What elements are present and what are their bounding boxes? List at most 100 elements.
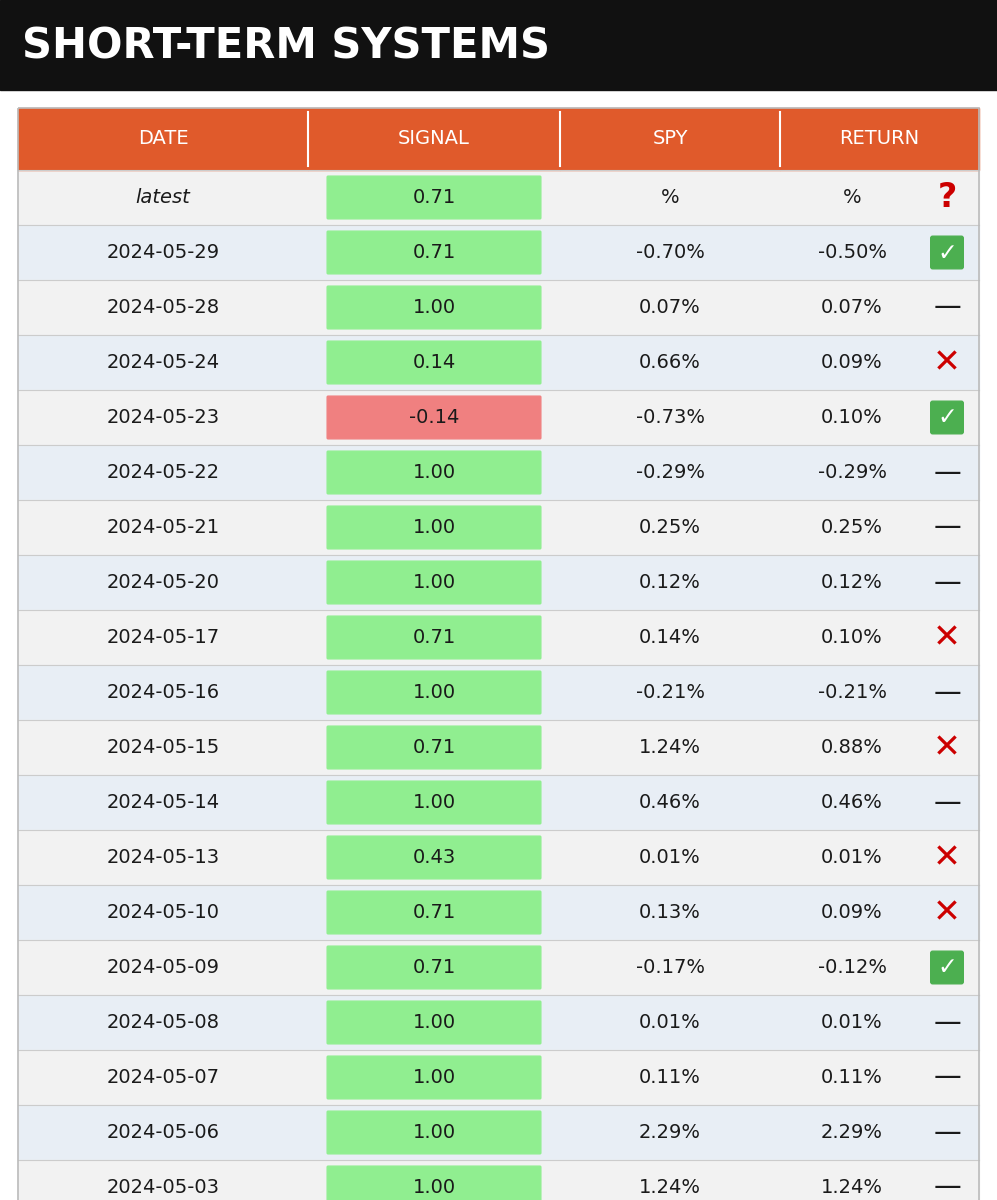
Text: 0.10%: 0.10% [822, 408, 883, 427]
Bar [18, 390, 979, 445]
Text: ✕: ✕ [933, 731, 961, 764]
Text: -0.70%: -0.70% [635, 242, 705, 262]
Bar [18, 335, 979, 390]
Text: DATE: DATE [138, 130, 188, 149]
Text: %: % [842, 188, 861, 206]
Text: 1.00: 1.00 [413, 298, 456, 317]
Text: 0.14: 0.14 [413, 353, 456, 372]
FancyBboxPatch shape [327, 341, 540, 384]
Text: 0.01%: 0.01% [639, 1013, 701, 1032]
Text: 0.14%: 0.14% [639, 628, 701, 647]
Bar [0, 0, 997, 90]
Text: ✕: ✕ [933, 346, 961, 379]
Text: ✓: ✓ [937, 955, 957, 979]
FancyBboxPatch shape [931, 401, 963, 433]
Text: 2024-05-20: 2024-05-20 [107, 572, 219, 592]
Text: —: — [933, 569, 961, 596]
Text: -0.21%: -0.21% [635, 683, 705, 702]
Text: RETURN: RETURN [839, 130, 919, 149]
Text: —: — [933, 514, 961, 541]
Bar [18, 720, 979, 775]
Text: %: % [661, 188, 679, 206]
Text: 2.29%: 2.29% [821, 1123, 883, 1142]
Text: 0.07%: 0.07% [822, 298, 883, 317]
Text: 2024-05-08: 2024-05-08 [107, 1013, 219, 1032]
Text: -0.50%: -0.50% [818, 242, 886, 262]
Text: 0.09%: 0.09% [822, 902, 883, 922]
FancyBboxPatch shape [327, 946, 540, 989]
Text: 2024-05-09: 2024-05-09 [107, 958, 219, 977]
Text: 1.00: 1.00 [413, 463, 456, 482]
Text: ✕: ✕ [933, 896, 961, 929]
Bar [780, 108, 979, 170]
Bar [18, 940, 979, 995]
Text: 0.71: 0.71 [413, 628, 456, 647]
Text: 1.00: 1.00 [413, 518, 456, 538]
Text: 0.71: 0.71 [413, 188, 456, 206]
Text: 2024-05-03: 2024-05-03 [107, 1178, 219, 1198]
Bar [18, 445, 979, 500]
FancyBboxPatch shape [327, 451, 540, 494]
Text: 1.00: 1.00 [413, 1068, 456, 1087]
Bar [18, 610, 979, 665]
FancyBboxPatch shape [327, 176, 540, 218]
Text: —: — [933, 1063, 961, 1092]
Text: 0.01%: 0.01% [822, 1013, 883, 1032]
Text: 2024-05-21: 2024-05-21 [107, 518, 219, 538]
Text: 2024-05-07: 2024-05-07 [107, 1068, 219, 1087]
Text: 0.46%: 0.46% [822, 793, 883, 812]
Text: 2024-05-28: 2024-05-28 [107, 298, 219, 317]
Text: -0.14: -0.14 [409, 408, 460, 427]
Text: 0.07%: 0.07% [639, 298, 701, 317]
Text: —: — [933, 678, 961, 707]
FancyBboxPatch shape [327, 396, 540, 439]
Text: 1.24%: 1.24% [639, 738, 701, 757]
Text: 2024-05-10: 2024-05-10 [107, 902, 219, 922]
Bar [18, 1160, 979, 1200]
Text: 0.09%: 0.09% [822, 353, 883, 372]
FancyBboxPatch shape [327, 616, 540, 659]
Text: —: — [933, 294, 961, 322]
Bar [18, 886, 979, 940]
Text: 2024-05-15: 2024-05-15 [107, 738, 219, 757]
Text: 2.29%: 2.29% [639, 1123, 701, 1142]
FancyBboxPatch shape [327, 1056, 540, 1099]
Bar [18, 1105, 979, 1160]
Text: 1.00: 1.00 [413, 1178, 456, 1198]
Text: 2024-05-06: 2024-05-06 [107, 1123, 219, 1142]
Text: 0.71: 0.71 [413, 958, 456, 977]
Text: 2024-05-23: 2024-05-23 [107, 408, 219, 427]
Text: —: — [933, 458, 961, 486]
Text: 2024-05-17: 2024-05-17 [107, 628, 219, 647]
Bar [18, 665, 979, 720]
Text: -0.21%: -0.21% [818, 683, 886, 702]
Bar [18, 830, 979, 886]
FancyBboxPatch shape [327, 1001, 540, 1044]
Text: 2024-05-16: 2024-05-16 [107, 683, 219, 702]
FancyBboxPatch shape [327, 892, 540, 934]
Text: ✓: ✓ [937, 406, 957, 430]
Bar [18, 500, 979, 554]
FancyBboxPatch shape [327, 726, 540, 769]
Text: 1.00: 1.00 [413, 683, 456, 702]
Text: 2024-05-29: 2024-05-29 [107, 242, 219, 262]
FancyBboxPatch shape [327, 232, 540, 274]
Text: 0.01%: 0.01% [822, 848, 883, 866]
Text: ?: ? [937, 181, 957, 214]
Text: ✕: ✕ [933, 622, 961, 654]
Text: 0.71: 0.71 [413, 738, 456, 757]
Text: 0.11%: 0.11% [639, 1068, 701, 1087]
Text: 0.11%: 0.11% [822, 1068, 883, 1087]
Text: 2024-05-14: 2024-05-14 [107, 793, 219, 812]
Text: 0.66%: 0.66% [639, 353, 701, 372]
Text: —: — [933, 1008, 961, 1037]
FancyBboxPatch shape [327, 1166, 540, 1200]
Text: 1.00: 1.00 [413, 1123, 456, 1142]
Text: 0.12%: 0.12% [822, 572, 883, 592]
Text: 0.10%: 0.10% [822, 628, 883, 647]
Text: 0.43: 0.43 [413, 848, 456, 866]
Text: -0.73%: -0.73% [635, 408, 705, 427]
FancyBboxPatch shape [327, 836, 540, 878]
Text: -0.12%: -0.12% [818, 958, 886, 977]
Text: 0.13%: 0.13% [639, 902, 701, 922]
